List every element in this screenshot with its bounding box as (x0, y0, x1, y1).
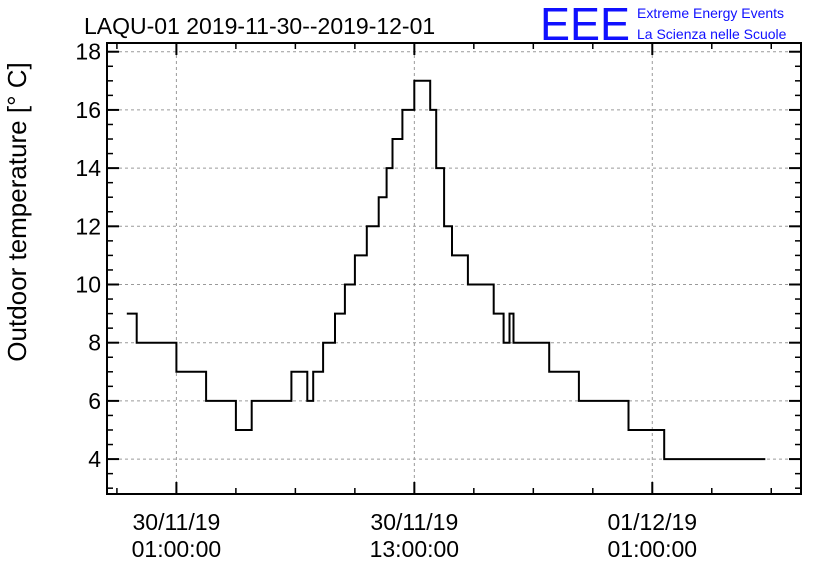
x-tick-label-date: 01/12/19 (608, 509, 698, 535)
y-tick-label: 18 (75, 39, 101, 65)
x-tick-label-time: 01:00:00 (132, 536, 222, 562)
y-tick-label: 12 (75, 213, 101, 239)
eee-logo-line-2: La Scienza nelle Scuole (637, 26, 787, 42)
y-tick-label: 4 (88, 446, 101, 472)
y-axis-label: Outdoor temperature [° C] (2, 62, 32, 361)
ticks-layer (107, 43, 801, 494)
temperature-series-line (126, 79, 766, 461)
y-tick-label: 10 (75, 272, 101, 298)
plot-frame (106, 42, 802, 495)
y-tick-label: 8 (88, 330, 101, 356)
x-tick-label-date: 30/11/19 (132, 509, 220, 535)
grid-layer (107, 43, 801, 494)
x-tick-label-time: 13:00:00 (370, 536, 460, 562)
tick-labels-layer: 468101214161830/11/1901:00:0030/11/1913:… (75, 39, 697, 562)
y-tick-label: 14 (75, 155, 101, 181)
series-layer (126, 79, 766, 461)
chart-title: LAQU-01 2019-11-30--2019-12-01 (84, 13, 435, 39)
y-tick-label: 6 (88, 388, 101, 414)
y-tick-label: 16 (75, 97, 101, 123)
x-tick-label-time: 01:00:00 (608, 536, 698, 562)
eee-logo-line-1: Extreme Energy Events (637, 5, 784, 21)
x-tick-label-date: 30/11/19 (370, 509, 458, 535)
eee-logo-mark: EEE (540, 0, 630, 50)
eee-logo: EEE Extreme Energy Events La Scienza nel… (540, 0, 787, 50)
